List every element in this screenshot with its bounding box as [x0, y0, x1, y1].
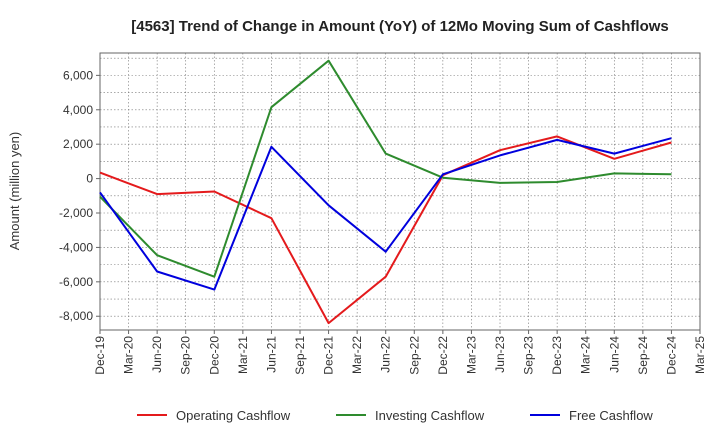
- plot-area-frame: [99, 52, 701, 331]
- y-axis-label: Amount (million yen): [7, 132, 22, 251]
- legend-label-free: Free Cashflow: [569, 408, 653, 423]
- free-cashflow-line: [99, 137, 672, 291]
- y-tick-label: -4,000: [59, 240, 93, 254]
- y-tick-label: -6,000: [59, 275, 93, 289]
- x-tick-labels: Dec-19 Mar-20 Jun-20 Sep-20 Dec-20 Mar-21 Jun-…: [93, 330, 707, 375]
- x-tick-label: Dec-24: [664, 336, 678, 375]
- x-tick-label: Jun-22: [379, 336, 393, 373]
- x-tick-label: Mar-22: [350, 336, 364, 374]
- x-tick-label: Jun-20: [150, 336, 164, 373]
- x-tick-label: Mar-20: [122, 336, 136, 374]
- x-tick-label: Jun-24: [607, 336, 621, 373]
- y-tick-label: 0: [86, 172, 93, 186]
- y-tick-label: 4,000: [63, 103, 93, 117]
- y-tick-label: -2,000: [59, 206, 93, 220]
- x-tick-label: Sep-22: [407, 336, 421, 375]
- legend-label-investing: Investing Cashflow: [375, 408, 485, 423]
- x-tick-label: Sep-23: [522, 336, 536, 375]
- chart-title: [4563] Trend of Change in Amount (YoY) o…: [131, 18, 669, 35]
- x-tick-label: Jun-21: [264, 336, 278, 373]
- x-grid: [99, 53, 701, 330]
- y-tick-label: 6,000: [63, 68, 93, 82]
- y-tick-labels: -8,000 -6,000 -4,000 -2,000 0 2,000 4,000 6,000: [59, 68, 100, 323]
- y-grid: [100, 57, 700, 317]
- x-tick-label: Dec-20: [207, 336, 221, 375]
- legend: Operating Cashflow Investing Cashflow Fr…: [137, 408, 653, 423]
- x-tick-label: Sep-21: [293, 336, 307, 375]
- x-tick-label: Mar-23: [464, 336, 478, 374]
- investing-cashflow-line: [99, 59, 672, 278]
- x-tick-label: Dec-23: [550, 336, 564, 375]
- x-tick-label: Mar-24: [579, 336, 593, 374]
- y-tick-label: -8,000: [59, 309, 93, 323]
- x-tick-label: Dec-22: [436, 336, 450, 375]
- x-tick-label: Mar-21: [236, 336, 250, 374]
- x-tick-label: Dec-21: [322, 336, 336, 375]
- x-tick-label: Sep-24: [636, 336, 650, 375]
- series-lines: [99, 59, 672, 325]
- x-tick-label: Mar-25: [693, 336, 707, 374]
- x-tick-label: Dec-19: [93, 336, 107, 375]
- x-tick-label: Jun-23: [493, 336, 507, 373]
- legend-label-operating: Operating Cashflow: [176, 408, 291, 423]
- y-tick-label: 2,000: [63, 137, 93, 151]
- x-tick-label: Sep-20: [179, 336, 193, 375]
